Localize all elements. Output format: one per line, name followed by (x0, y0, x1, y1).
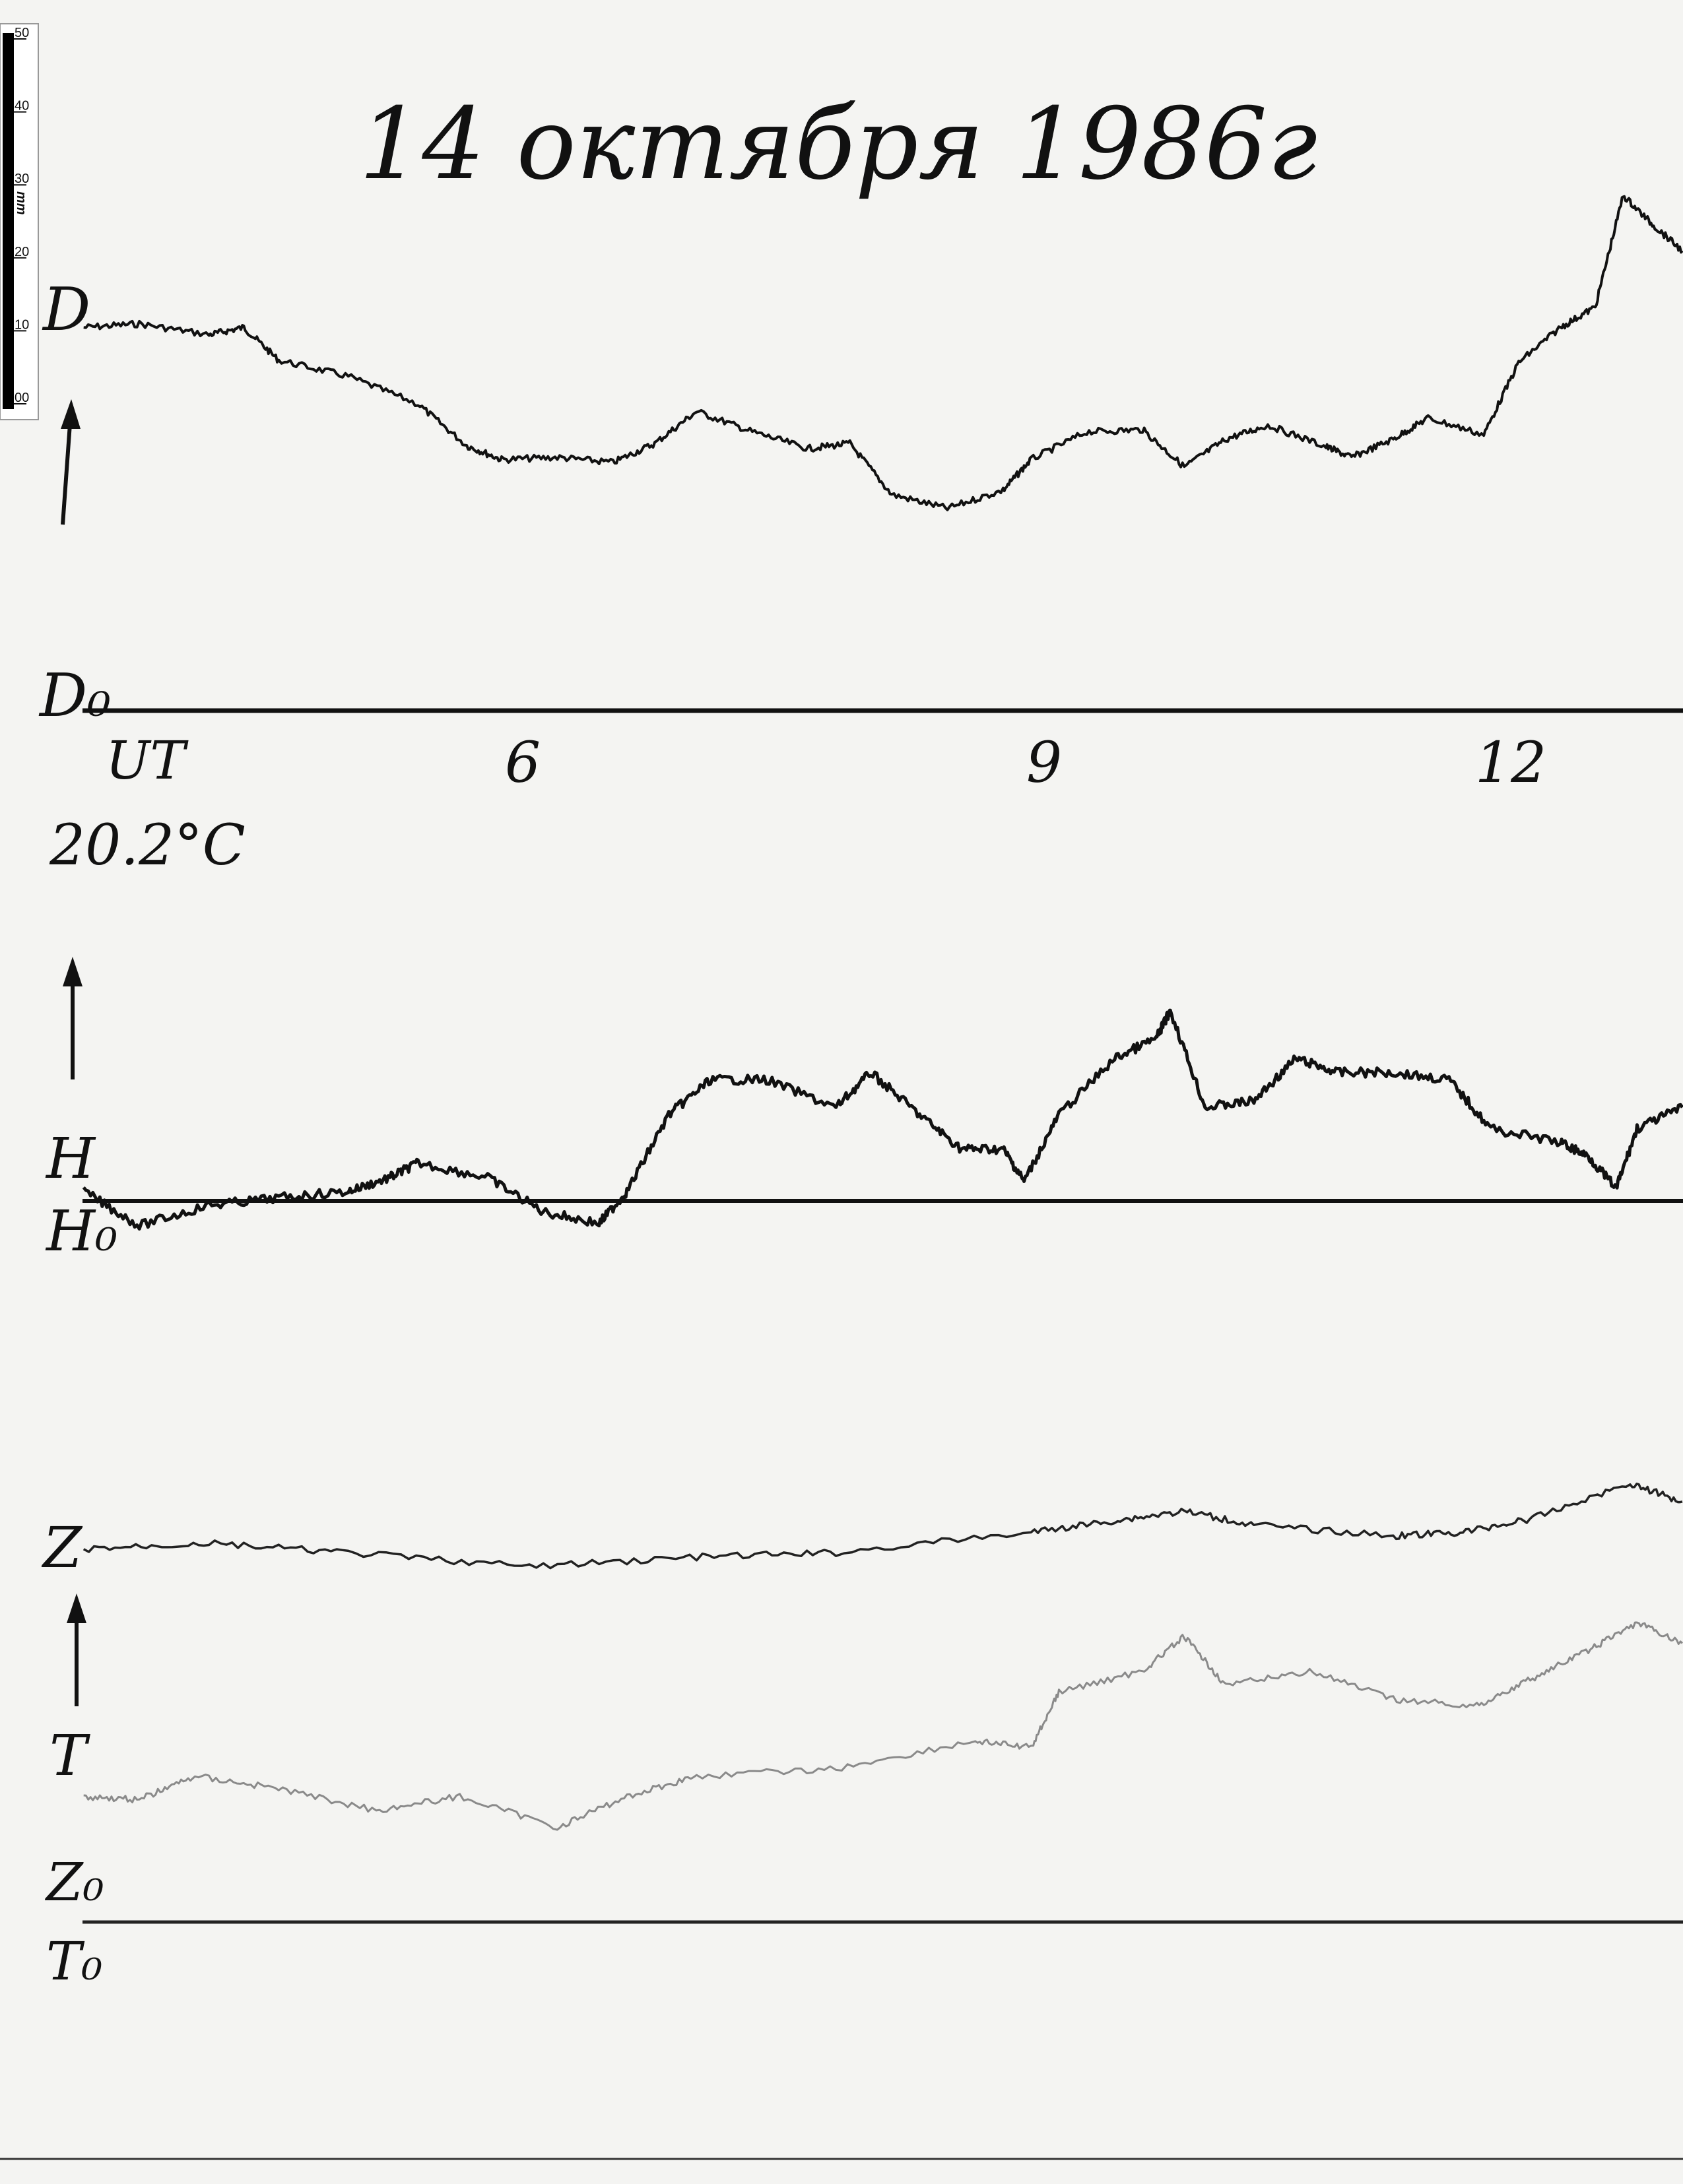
label-H: H (45, 1126, 96, 1192)
temperature-label: 20.2°C (49, 813, 246, 878)
x-tick-6: 6 (505, 730, 541, 796)
arrow-up-icon (63, 957, 82, 1079)
label-Z0: Z₀ (44, 1851, 104, 1913)
x-tick-12: 12 (1475, 730, 1546, 796)
ruler-tick-label: 40 (15, 99, 29, 113)
label-D0: D₀ (38, 661, 111, 730)
arrow-up-icon (61, 399, 81, 525)
mm-scale-ruler: 50 40 30 20 10 00 mm (0, 23, 39, 420)
x-tick-9: 9 (1026, 730, 1062, 796)
ruler-tick-label: 30 (15, 172, 29, 186)
chart-title: 14 октября 1986г (359, 87, 1317, 202)
trace-H (82, 1008, 1683, 1231)
trace-T (83, 1621, 1683, 1831)
ruler-unit-label: mm (14, 191, 28, 215)
ruler-tick-label: 10 (15, 317, 29, 332)
time-axis-label: UT (106, 730, 189, 791)
label-T: T (50, 1723, 90, 1789)
ruler-tick-label: 20 (15, 245, 29, 259)
trace-D (83, 195, 1683, 511)
ruler-tick-label: 00 (15, 391, 29, 405)
trace-Z (82, 1483, 1683, 1570)
ruler-tick-label: 50 (15, 26, 29, 40)
label-Z: Z (41, 1516, 83, 1581)
label-T0: T₀ (46, 1931, 102, 1992)
arrow-up-icon (67, 1593, 86, 1706)
label-D: D (42, 275, 90, 344)
label-H0: H₀ (45, 1199, 117, 1264)
